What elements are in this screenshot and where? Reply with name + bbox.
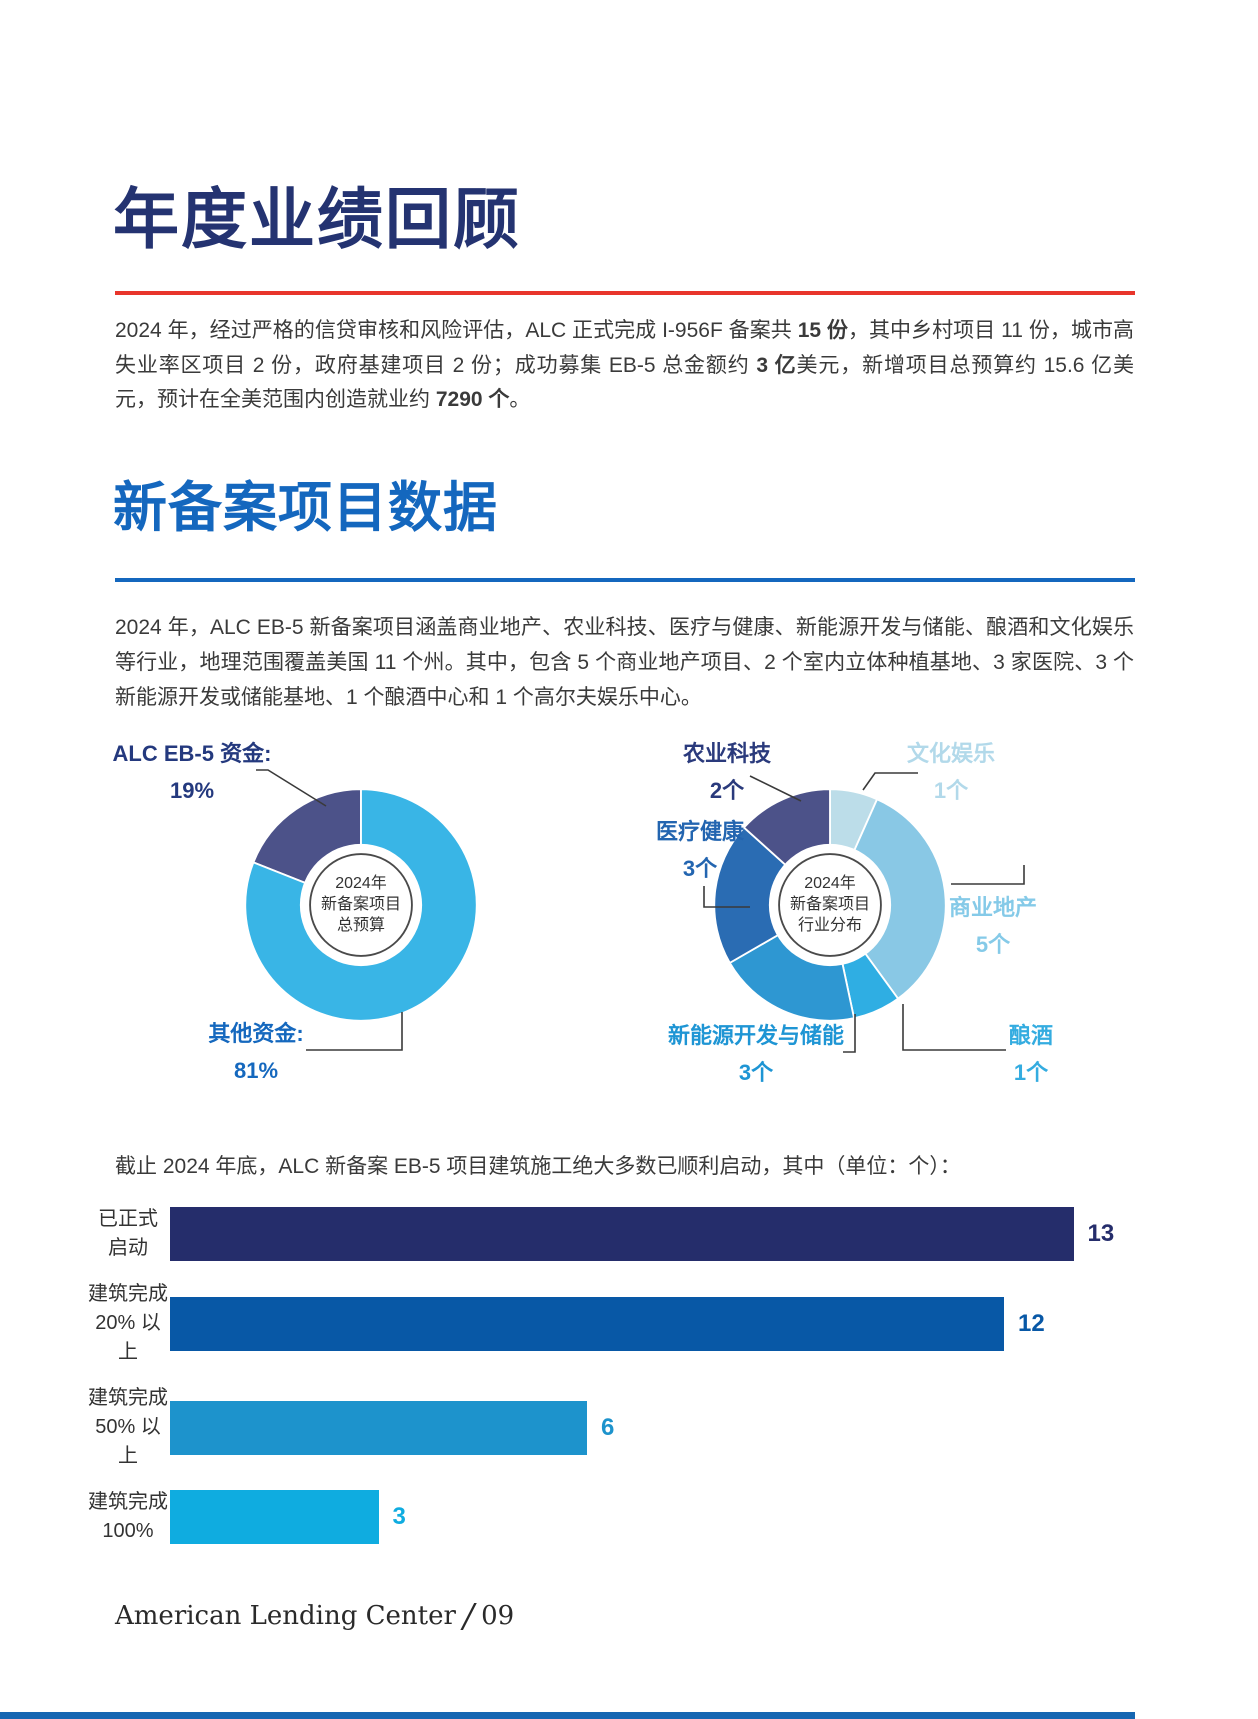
donut-center-line: 2024年 bbox=[804, 875, 856, 892]
donut-chart-industries bbox=[713, 788, 947, 1022]
donut-center-ring bbox=[778, 853, 882, 957]
construction-bar-chart: 已正式 启动 13 建筑完成 20% 以上 12 建筑完成 50% 以上 6 建筑完成 100% 3 bbox=[88, 1205, 1238, 1563]
bar-value: 12 bbox=[1018, 1309, 1045, 1337]
bar-row: 建筑完成 50% 以上 6 bbox=[88, 1384, 1238, 1471]
bar-chart-intro: 截止 2024 年底，ALC 新备案 EB-5 项目建筑施工绝大多数已顺利启动，… bbox=[115, 1155, 961, 1178]
bar-已正式启动 bbox=[170, 1207, 1074, 1261]
annual-review-paragraph: 2024 年，经过严格的信贷审核和风险评估，ALC 正式完成 I-956F 备案… bbox=[115, 319, 1135, 411]
slice-label: 文化娱乐 bbox=[906, 741, 995, 766]
bar-row: 已正式 启动 13 bbox=[88, 1205, 1238, 1263]
slice-label: 商业地产 bbox=[948, 895, 1037, 920]
donut-label-other-funds: 其他资金: 81% bbox=[200, 1022, 312, 1083]
donut-label-brewing: 酿酒 1个 bbox=[971, 1024, 1091, 1085]
footer-brand: American Lending Center bbox=[115, 1600, 456, 1631]
slice-label: ALC EB-5 资金: bbox=[112, 741, 272, 766]
slice-label: 其他资金: bbox=[208, 1021, 304, 1046]
bar-value: 6 bbox=[601, 1413, 615, 1441]
footer: American Lending Center / 09 bbox=[115, 1596, 514, 1635]
donut-label-culture-entertainment: 文化娱乐 1个 bbox=[891, 742, 1011, 803]
bar-value: 13 bbox=[1087, 1220, 1115, 1247]
slice-value: 1个 bbox=[1013, 1060, 1049, 1085]
slice-label: 农业科技 bbox=[682, 741, 771, 766]
slice-value: 1个 bbox=[933, 778, 969, 803]
slice-value: 2个 bbox=[709, 778, 745, 803]
bar-category-label: 建筑完成 100% bbox=[88, 1491, 168, 1542]
section-title-annual-review: 年度业绩回顾 bbox=[113, 180, 521, 258]
donut-center-line: 总预算 bbox=[336, 917, 385, 934]
bar-category-label: 已正式 启动 bbox=[98, 1208, 158, 1259]
slice-value: 81% bbox=[233, 1058, 279, 1083]
donut-center-line: 行业分布 bbox=[797, 917, 862, 934]
bar-category-label: 建筑完成 20% 以上 bbox=[88, 1283, 168, 1363]
bar-row: 建筑完成 20% 以上 12 bbox=[88, 1280, 1238, 1367]
bar-value: 3 bbox=[392, 1503, 406, 1530]
donut-chart-budget bbox=[244, 788, 478, 1022]
new-filings-paragraph: 2024 年，ALC EB-5 新备案项目涵盖商业地产、农业科技、医疗与健康、新… bbox=[115, 616, 1134, 709]
donut-center-line: 新备案项目 bbox=[320, 896, 401, 913]
donut-label-healthcare: 医疗健康 3个 bbox=[640, 820, 760, 881]
donut-center-line: 新备案项目 bbox=[789, 896, 870, 913]
red-divider bbox=[115, 291, 1135, 295]
page-number: 09 bbox=[481, 1600, 515, 1631]
blue-divider bbox=[115, 578, 1135, 582]
donut-label-commercial-real-estate: 商业地产 5个 bbox=[933, 896, 1053, 957]
donut-label-alc-eb5-funds: ALC EB-5 资金: 19% bbox=[112, 742, 272, 803]
slice-value: 19% bbox=[169, 778, 215, 803]
slice-value: 5个 bbox=[975, 932, 1011, 957]
footer-separator: / bbox=[462, 1596, 475, 1635]
donut-center-line: 2024年 bbox=[335, 875, 387, 892]
donut-industries-center-label: 2024年 新备案项目 行业分布 bbox=[760, 873, 900, 936]
donut-label-new-energy-storage: 新能源开发与储能 3个 bbox=[666, 1024, 846, 1085]
section-title-new-filings: 新备案项目数据 bbox=[113, 478, 498, 538]
donut-slice-其他资金 bbox=[244, 788, 478, 1022]
donut-label-agritech: 农业科技 2个 bbox=[667, 742, 787, 803]
donut-center-ring bbox=[309, 853, 413, 957]
leader-commercial bbox=[951, 865, 1025, 885]
bar-建筑完成50% 以上 bbox=[170, 1400, 587, 1455]
bar-建筑完成100% bbox=[170, 1490, 379, 1544]
bar-category-label: 建筑完成 50% 以上 bbox=[88, 1387, 168, 1467]
slice-label: 酿酒 bbox=[1008, 1023, 1053, 1048]
bottom-accent-bar bbox=[0, 1712, 1135, 1719]
slice-value: 3个 bbox=[738, 1060, 774, 1085]
slice-label: 医疗健康 bbox=[655, 819, 744, 844]
bar-row: 建筑完成 100% 3 bbox=[88, 1488, 1238, 1546]
slice-value: 3个 bbox=[682, 856, 718, 881]
donut-budget-center-label: 2024年 新备案项目 总预算 bbox=[291, 873, 431, 936]
bar-建筑完成20% 以上 bbox=[170, 1296, 1004, 1351]
slice-label: 新能源开发与储能 bbox=[667, 1023, 844, 1048]
